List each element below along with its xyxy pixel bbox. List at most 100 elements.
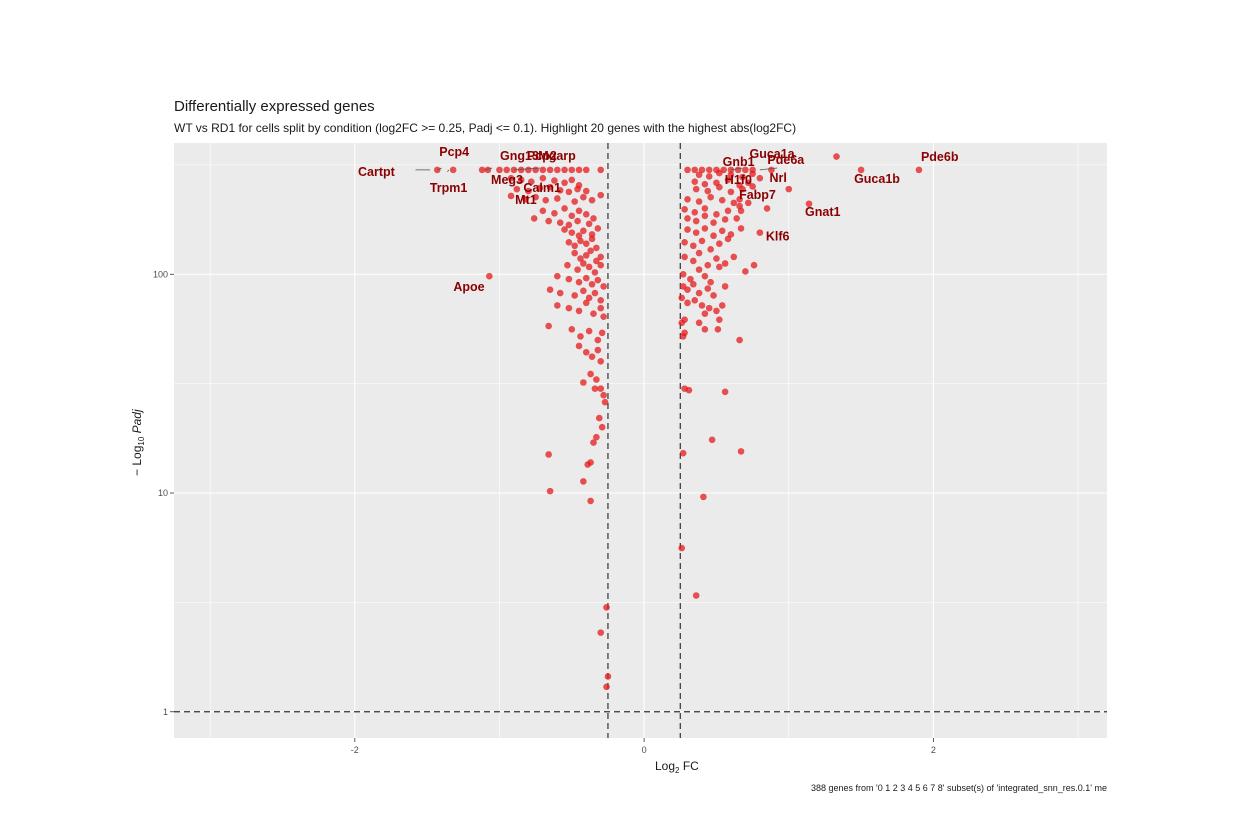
gene-label: Mt1 xyxy=(515,193,537,207)
data-point xyxy=(714,326,722,333)
data-point xyxy=(585,263,593,271)
data-point xyxy=(587,247,594,255)
label-connector xyxy=(730,167,743,171)
data-point xyxy=(730,199,738,207)
data-point xyxy=(590,310,597,318)
data-point xyxy=(756,229,764,236)
data-point xyxy=(551,177,558,184)
gene-label: Gnb1 xyxy=(723,155,755,169)
data-point xyxy=(554,195,561,202)
data-point xyxy=(713,255,720,262)
chart-caption: 388 genes from '0 1 2 3 4 5 6 7 8' subse… xyxy=(811,783,1107,793)
data-point xyxy=(582,240,590,247)
data-point xyxy=(568,212,576,220)
data-point xyxy=(591,289,599,297)
data-point xyxy=(556,186,564,194)
data-point xyxy=(739,185,746,193)
label-connector xyxy=(447,169,450,173)
data-point xyxy=(582,299,590,307)
data-point xyxy=(577,237,584,245)
data-point xyxy=(580,260,587,267)
data-point xyxy=(603,604,610,611)
data-point xyxy=(721,216,729,223)
threshold-lines xyxy=(174,143,1107,738)
data-point xyxy=(708,436,716,444)
data-point xyxy=(522,196,529,203)
data-point xyxy=(727,188,735,196)
data-point xyxy=(582,274,590,282)
data-point xyxy=(580,227,587,235)
data-point xyxy=(698,166,706,174)
data-point xyxy=(681,206,688,213)
label-connectors xyxy=(415,167,778,173)
data-point xyxy=(750,261,758,269)
data-point xyxy=(568,326,576,333)
data-point xyxy=(590,215,597,222)
data-point xyxy=(545,451,552,458)
data-point xyxy=(593,433,600,441)
data-point xyxy=(692,185,700,193)
data-point xyxy=(600,391,607,399)
data-point xyxy=(591,269,599,276)
data-point xyxy=(575,342,583,350)
data-point xyxy=(582,252,590,259)
data-point xyxy=(593,376,600,383)
data-point xyxy=(582,348,590,356)
data-point xyxy=(597,191,605,199)
data-point xyxy=(727,171,735,179)
data-point xyxy=(554,272,561,280)
data-point xyxy=(486,272,493,280)
gene-label: Guca1b xyxy=(854,172,900,186)
data-point xyxy=(691,208,699,216)
data-point xyxy=(588,353,596,360)
data-point xyxy=(737,207,745,215)
y-tick-label: 10 xyxy=(158,488,168,498)
data-point xyxy=(684,166,691,174)
data-point xyxy=(565,188,573,196)
data-point xyxy=(600,283,607,290)
data-point xyxy=(600,313,607,320)
data-point xyxy=(496,166,503,174)
data-point xyxy=(691,178,699,185)
data-point xyxy=(590,439,597,446)
data-point xyxy=(597,253,605,261)
data-point xyxy=(681,238,688,246)
data-point xyxy=(571,292,578,299)
data-point xyxy=(698,302,706,309)
data-point xyxy=(684,286,691,293)
gene-label: Gng13 xyxy=(500,149,539,163)
data-point xyxy=(507,192,515,200)
data-point xyxy=(593,244,600,252)
data-point xyxy=(681,253,688,261)
data-point xyxy=(594,346,602,354)
data-point xyxy=(710,219,717,227)
label-connector xyxy=(484,167,493,171)
data-point xyxy=(575,307,583,315)
data-point xyxy=(582,166,590,174)
data-point xyxy=(574,185,581,193)
data-point xyxy=(733,215,740,222)
data-point xyxy=(597,297,605,304)
data-point xyxy=(571,242,578,250)
data-point xyxy=(530,215,538,222)
data-point xyxy=(594,225,602,232)
data-point xyxy=(701,272,709,280)
data-point xyxy=(737,225,745,232)
gene-label: Guca1a xyxy=(749,147,795,161)
gene-label: H1f0 xyxy=(725,173,752,187)
data-point xyxy=(701,180,709,188)
data-point xyxy=(525,187,532,195)
gene-label: Gnat1 xyxy=(805,205,840,219)
plot-panel xyxy=(174,143,1107,738)
chart-title: Differentially expressed genes xyxy=(174,98,375,115)
data-point xyxy=(577,333,584,340)
data-point xyxy=(744,199,752,207)
data-point xyxy=(597,385,605,392)
data-point xyxy=(713,210,720,218)
data-point xyxy=(598,329,606,337)
data-point xyxy=(713,307,720,315)
data-point xyxy=(597,261,605,269)
data-point xyxy=(545,217,552,225)
gene-label: Trpm1 xyxy=(430,181,468,195)
